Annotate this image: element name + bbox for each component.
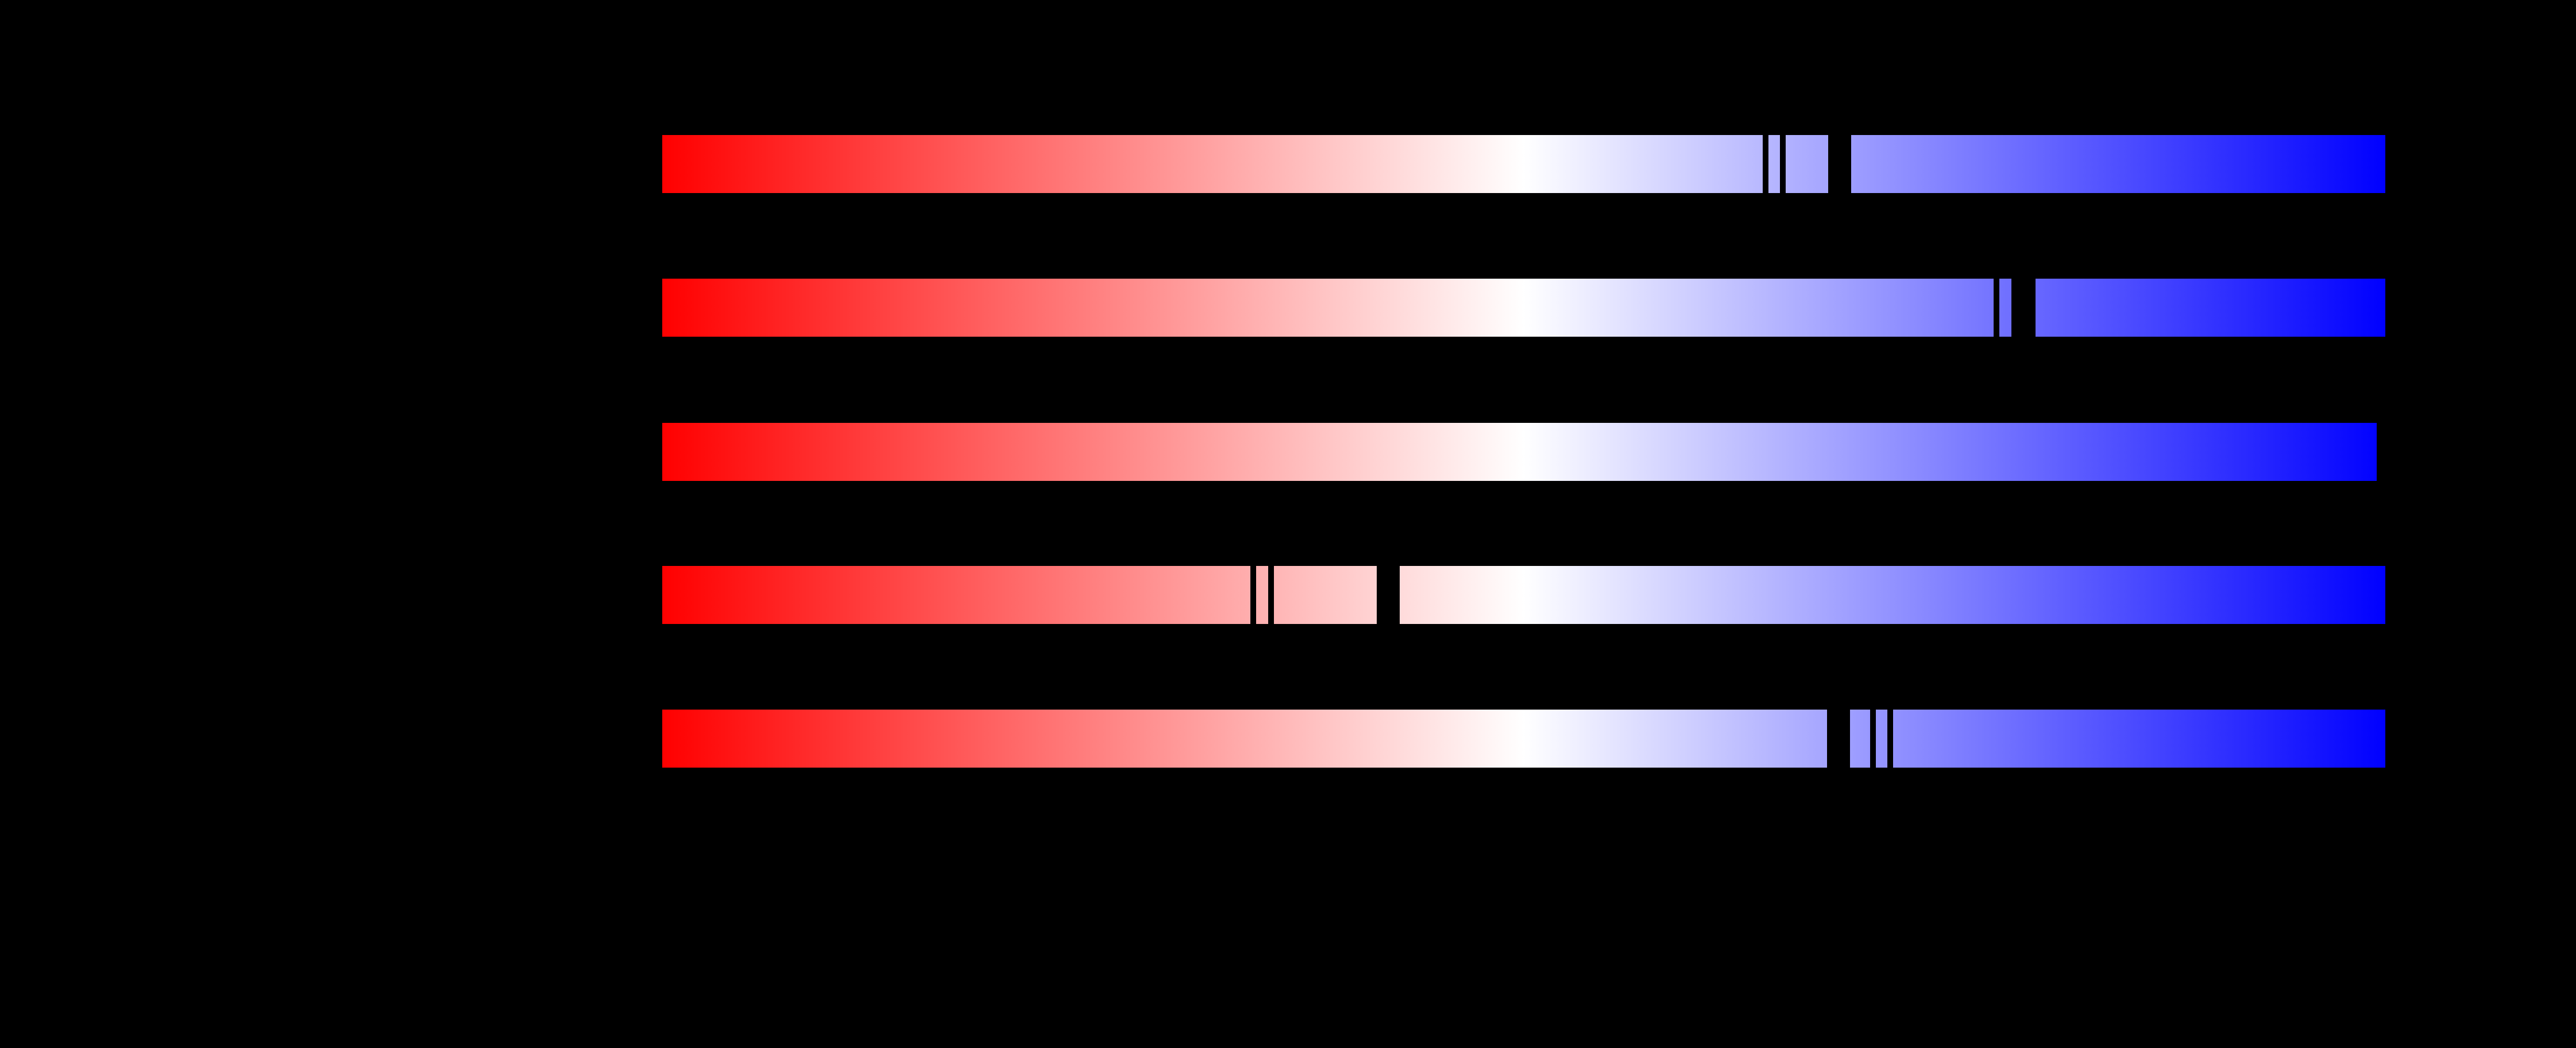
gradient-bar-row-3 xyxy=(662,423,2377,481)
gradient-bar-row-4 xyxy=(662,566,2385,624)
black-tick-gap-thin xyxy=(1780,135,1786,193)
black-tick-gap-thin xyxy=(1250,566,1256,624)
black-tick-gap-thin xyxy=(1763,135,1768,193)
black-tick-gap-wide xyxy=(1377,566,1400,624)
black-tick-gap-wide xyxy=(2011,279,2036,337)
gradient-bar-row-1 xyxy=(662,135,2385,193)
black-tick-gap-thin xyxy=(1268,566,1274,624)
black-tick-gap-thin xyxy=(1994,279,1999,337)
black-tick-gap-wide xyxy=(1827,710,1850,768)
gradient-bar-row-2 xyxy=(662,279,2385,337)
gradient-bar-row-5 xyxy=(662,710,2385,768)
black-tick-gap-thin xyxy=(1887,710,1893,768)
black-tick-gap-wide xyxy=(1828,135,1851,193)
black-tick-gap-thin xyxy=(1870,710,1876,768)
